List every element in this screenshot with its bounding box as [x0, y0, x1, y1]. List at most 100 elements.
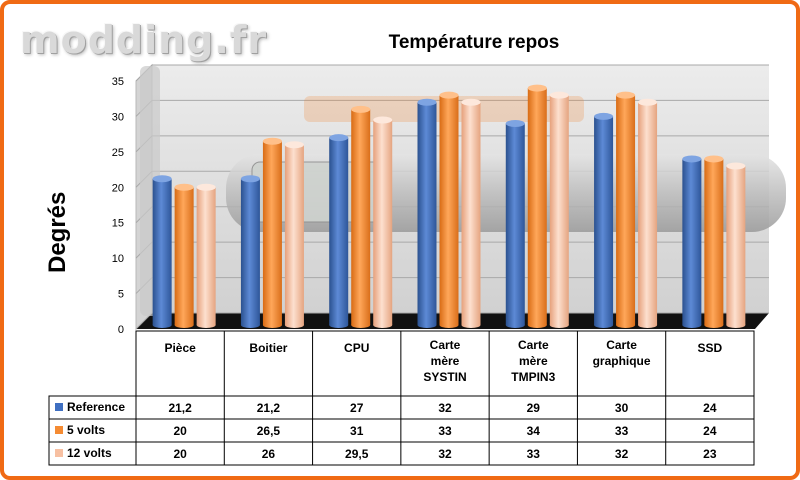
y-tick-label: 35 [112, 76, 124, 88]
bar [638, 98, 658, 328]
bar-body [351, 109, 371, 325]
x-tick-label: mère [519, 354, 548, 368]
bar [439, 91, 459, 328]
x-tick-label: CPU [344, 341, 369, 355]
bar-top [196, 183, 216, 191]
bar [461, 98, 481, 328]
data-label: 33 [615, 424, 629, 438]
data-label: 30 [615, 401, 629, 415]
data-label: 20 [173, 424, 187, 438]
legend-label: 5 volts [67, 423, 105, 437]
y-axis-label: Degrés [44, 191, 71, 273]
legend-swatch [55, 449, 63, 457]
data-table: Pièce Boitier CPU Carte mère SYSTIN Carte mère T… [48, 330, 755, 466]
bar [527, 84, 547, 328]
bar-base [527, 322, 547, 328]
data-label: 29 [527, 401, 541, 415]
data-label: 26,5 [257, 424, 281, 438]
bar-top [351, 105, 371, 113]
bar [329, 134, 349, 328]
bar-base [351, 322, 371, 328]
x-tick-label: SSD [698, 341, 723, 355]
bar-base [682, 322, 702, 328]
data-label: 31 [350, 424, 364, 438]
legend-entry: 5 volts [55, 423, 105, 437]
x-tick-label: Carte [430, 338, 461, 352]
y-tick-label: 30 [112, 111, 124, 123]
table-border [135, 330, 755, 466]
chart-title: Température repos [388, 32, 560, 53]
bar-top [152, 175, 172, 183]
bar [373, 116, 393, 328]
bar-base [284, 322, 304, 328]
bar-base [616, 322, 636, 328]
bar-top [682, 155, 702, 163]
bar-body [638, 102, 658, 325]
x-tick-label: Carte [518, 338, 549, 352]
y-tick-label: 25 [112, 147, 124, 159]
legend-label: Reference [67, 400, 125, 414]
bar [704, 155, 724, 328]
bar-top [638, 98, 658, 106]
legend-label: 12 volts [67, 446, 112, 460]
legend-entry: 12 volts [55, 446, 112, 460]
y-tick-label: 15 [112, 218, 124, 230]
data-label: 24 [703, 401, 717, 415]
x-tick-label: Boitier [249, 341, 287, 355]
x-tick-label: Carte [606, 338, 637, 352]
bar-base [196, 322, 216, 328]
bar-top [373, 116, 393, 124]
data-label: 26 [262, 447, 276, 461]
modding-logo: modding.fr [20, 18, 268, 62]
bar-body [284, 144, 304, 325]
bar [196, 183, 216, 328]
bar-base [505, 322, 525, 328]
data-label: 21,2 [257, 401, 281, 415]
bar-top [174, 183, 194, 191]
bar-base [152, 322, 172, 328]
y-tick-label: 10 [112, 253, 124, 265]
y-tick-label: 5 [118, 289, 124, 301]
data-label: 29,5 [345, 447, 369, 461]
bar-body [505, 123, 525, 325]
bar-body [527, 88, 547, 325]
data-label: 34 [527, 424, 541, 438]
legend-border [48, 395, 137, 466]
bar-top [527, 84, 547, 92]
bar [240, 175, 260, 328]
bar-body [461, 102, 481, 325]
bar-body [174, 187, 194, 325]
bar-base [439, 322, 459, 328]
bar-top [616, 91, 636, 99]
bar [505, 120, 525, 328]
data-label: 21,2 [168, 401, 192, 415]
data-label: 24 [703, 424, 717, 438]
data-label: 33 [527, 447, 541, 461]
y-tick-label: 20 [112, 182, 124, 194]
bar-base [726, 322, 746, 328]
data-label: 32 [438, 401, 452, 415]
bar-top [549, 91, 569, 99]
bars [152, 84, 746, 328]
bar-base [461, 322, 481, 328]
bar [152, 175, 172, 328]
x-tick-label: TMPIN3 [511, 370, 555, 384]
x-tick-label: graphique [593, 354, 651, 368]
bar-body [704, 158, 724, 325]
bar-base [594, 322, 614, 328]
bar-base [549, 322, 569, 328]
x-tick-label: mère [431, 354, 460, 368]
legend-entry: Reference [55, 400, 125, 414]
bar-body [329, 137, 349, 325]
bar-body [196, 187, 216, 325]
data-label: 33 [438, 424, 452, 438]
data-label: 23 [703, 447, 717, 461]
bar-body [726, 166, 746, 325]
bar-body [616, 95, 636, 326]
bar-base [638, 322, 658, 328]
x-tick-label: SYSTIN [423, 370, 466, 384]
bar-body [417, 102, 437, 325]
bar-body [240, 178, 260, 325]
x-tick-label: Pièce [164, 341, 196, 355]
bar-top [329, 134, 349, 142]
